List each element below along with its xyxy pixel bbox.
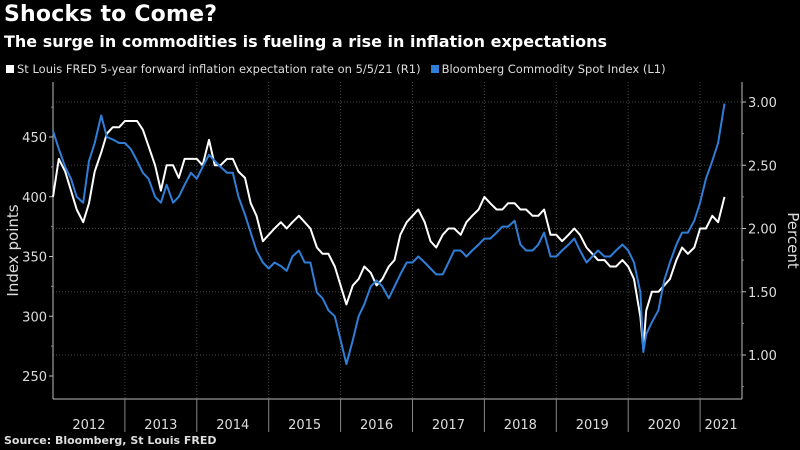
x-tick-label: 2018 xyxy=(504,418,537,433)
chart-title: Shocks to Come? xyxy=(4,2,218,27)
x-tick-label: 2019 xyxy=(576,418,609,433)
y-axis-label-left: Index points xyxy=(4,204,22,296)
left-tick-label: 300 xyxy=(22,310,47,325)
y-axis-label-right: Percent xyxy=(784,212,800,269)
series-line-fred-inflation xyxy=(52,120,726,350)
legend-label-fred: St Louis FRED 5-year forward inflation e… xyxy=(17,62,421,76)
right-tick-label: 2.50 xyxy=(748,159,777,174)
right-tick-label: 3.00 xyxy=(748,96,777,111)
right-tick-label: 1.50 xyxy=(748,286,777,301)
left-tick-label: 450 xyxy=(22,131,47,146)
left-tick-label: 250 xyxy=(22,370,47,385)
axis-labels: 250 300 350 400 450 1.00 1.50 2.00 2.50 3.00 2012 2… xyxy=(4,96,800,433)
legend-item-bloomberg: Bloomberg Commodity Spot Index (L1) xyxy=(430,62,666,76)
axes xyxy=(49,82,746,432)
x-tick-label: 2013 xyxy=(144,418,177,433)
series-lines xyxy=(52,103,726,366)
x-tick-label: 2016 xyxy=(360,418,393,433)
x-tick-label: 2017 xyxy=(432,418,465,433)
legend-label-bloomberg: Bloomberg Commodity Spot Index (L1) xyxy=(441,62,666,76)
right-tick-label: 2.00 xyxy=(748,223,777,238)
gridlines xyxy=(53,82,742,399)
right-tick-label: 1.00 xyxy=(748,349,777,364)
source-note: Source: Bloomberg, St Louis FRED xyxy=(4,434,217,447)
legend-swatch-white xyxy=(6,65,14,73)
x-tick-label: 2014 xyxy=(216,418,249,433)
legend-swatch-blue xyxy=(430,65,439,73)
x-tick-label: 2020 xyxy=(648,418,681,433)
x-tick-label: 2021 xyxy=(705,418,738,433)
x-tick-label: 2012 xyxy=(72,418,105,433)
left-tick-label: 400 xyxy=(22,191,47,206)
series-line-bloomberg-commodity xyxy=(52,103,726,366)
legend-item-fred: St Louis FRED 5-year forward inflation e… xyxy=(6,62,421,76)
legend: St Louis FRED 5-year forward inflation e… xyxy=(6,62,666,76)
left-tick-label: 350 xyxy=(22,251,47,266)
chart-subtitle: The surge in commodities is fueling a ri… xyxy=(4,32,608,51)
x-tick-label: 2015 xyxy=(288,418,321,433)
